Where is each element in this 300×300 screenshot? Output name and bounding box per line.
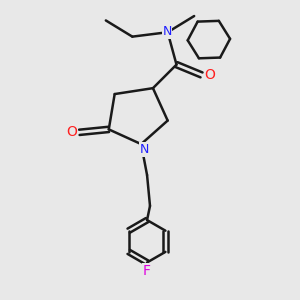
Text: F: F — [143, 264, 151, 278]
Text: N: N — [140, 143, 149, 156]
Text: O: O — [67, 125, 77, 139]
Text: O: O — [204, 68, 215, 82]
Text: N: N — [162, 25, 172, 38]
